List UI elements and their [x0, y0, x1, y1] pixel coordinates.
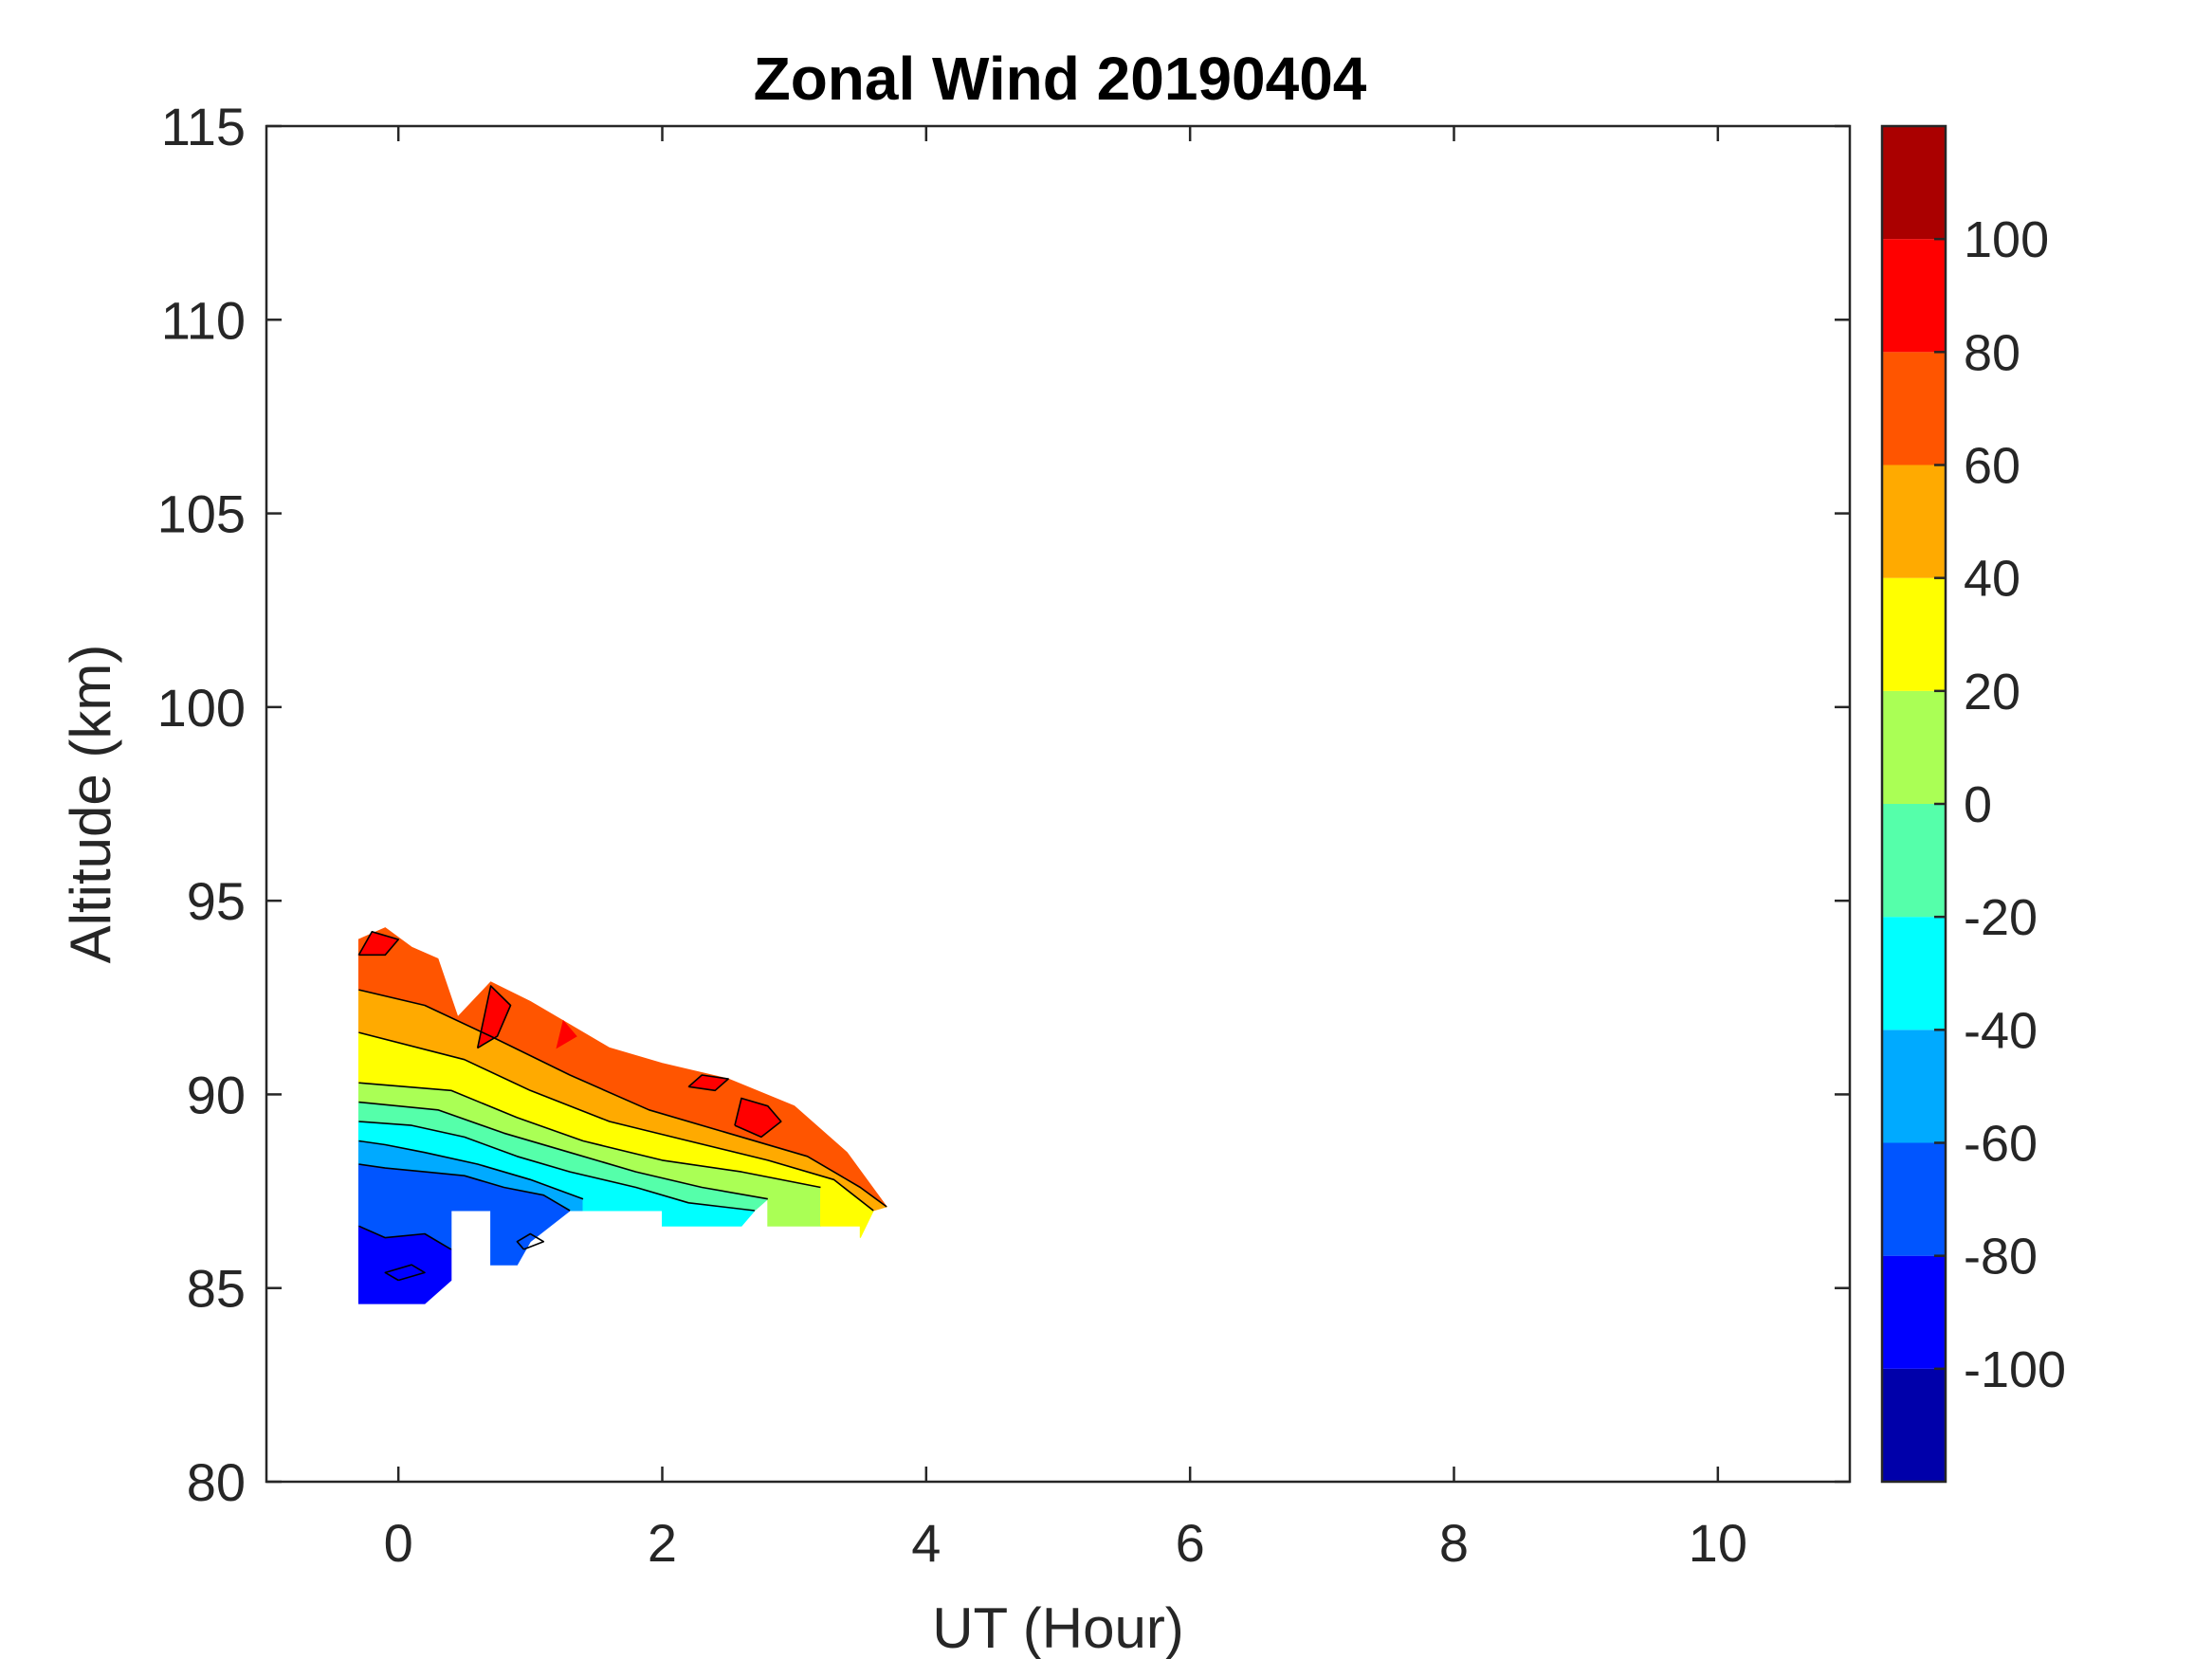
x-tick-label: 8 — [1439, 1513, 1469, 1573]
contour-line-10 — [687, 1074, 729, 1092]
colorbar-level-2 — [1882, 1142, 1946, 1256]
plot-area — [265, 124, 1852, 1484]
x-tick-label: 6 — [1176, 1513, 1205, 1573]
contour-line-3 — [358, 1121, 755, 1212]
contour-line-11 — [734, 1097, 782, 1139]
colorbar: -100 -80 -60 -40 -20 0 20 40 60 80 100 — [1880, 124, 2066, 1484]
colorbar-tick-label: -80 — [1964, 1229, 2038, 1285]
y-tick-label: 100 — [157, 678, 246, 738]
x-tick-labels: 0 2 4 6 8 10 — [384, 1513, 1747, 1573]
contour-line-8 — [357, 930, 400, 957]
y-tick-label: 110 — [161, 290, 246, 350]
x-axis-label: UT (Hour) — [932, 1596, 1184, 1659]
x-tick-label: 10 — [1689, 1513, 1747, 1573]
colorbar-tick-label: 60 — [1964, 438, 2020, 495]
colorbar-level-10 — [1882, 239, 1946, 353]
colorbar-tick-label: -100 — [1964, 1341, 2066, 1398]
contour-band-11 — [556, 1019, 577, 1049]
colorbar-tick-label: 0 — [1964, 776, 1992, 833]
contour-lines — [357, 930, 887, 1282]
x-tick-label: 4 — [911, 1513, 941, 1573]
colorbar-tick-label: -60 — [1964, 1116, 2038, 1173]
colorbar-level-1 — [1882, 1255, 1946, 1369]
contour-line-9 — [476, 985, 512, 1049]
colorbar-tick-label: 80 — [1964, 324, 2020, 381]
colorbar-level-5 — [1882, 804, 1946, 918]
contour-line-1 — [358, 1163, 571, 1212]
colorbar-level-8 — [1882, 465, 1946, 578]
y-tick-label: 115 — [161, 97, 246, 156]
axes-box — [265, 124, 1852, 1484]
contour-line-5 — [358, 1082, 821, 1189]
y-tick-label: 90 — [187, 1065, 246, 1124]
colorbar-level-7 — [1882, 577, 1946, 691]
axis-ticks — [266, 124, 1850, 1484]
colorbar-tick-label: 40 — [1964, 551, 2020, 608]
colorbar-level-4 — [1882, 917, 1946, 1030]
y-tick-label: 105 — [157, 484, 246, 544]
contour-line-2 — [358, 1139, 584, 1200]
contour-line-7 — [358, 989, 887, 1208]
colorbar-tick-label: 20 — [1964, 664, 2020, 720]
colorbar-tick-label: -20 — [1964, 889, 2038, 946]
chart-title: Zonal Wind 20190404 — [754, 45, 1367, 113]
colorbar-level-9 — [1882, 352, 1946, 465]
y-tick-label: 85 — [187, 1259, 246, 1319]
colorbar-levels — [1882, 126, 1946, 1482]
x-tick-label: 2 — [648, 1513, 677, 1573]
y-axis-label: Altitude (km) — [59, 645, 122, 964]
y-tick-labels: 80 85 90 95 100 105 110 115 — [157, 97, 246, 1512]
colorbar-tick-label: -40 — [1964, 1002, 2038, 1059]
colorbar-level-11 — [1882, 126, 1946, 240]
contour-line-4 — [358, 1101, 768, 1200]
y-tick-label: 95 — [187, 871, 246, 931]
colorbar-level-6 — [1882, 690, 1946, 804]
x-tick-label: 0 — [384, 1513, 413, 1573]
colorbar-tick-label: 100 — [1964, 211, 2049, 268]
colorbar-ticks: -100 -80 -60 -40 -20 0 20 40 60 80 100 — [1934, 211, 2066, 1398]
axes-background — [266, 126, 1850, 1482]
contour-fills — [357, 927, 888, 1304]
contour-line-0 — [358, 1225, 452, 1250]
contour-line-12 — [384, 1264, 426, 1282]
contour-line-13 — [516, 1232, 545, 1250]
colorbar-level-0 — [1882, 1368, 1946, 1482]
colorbar-level-3 — [1882, 1030, 1946, 1143]
y-tick-label: 80 — [187, 1452, 246, 1512]
contour-line-6 — [358, 1031, 874, 1212]
